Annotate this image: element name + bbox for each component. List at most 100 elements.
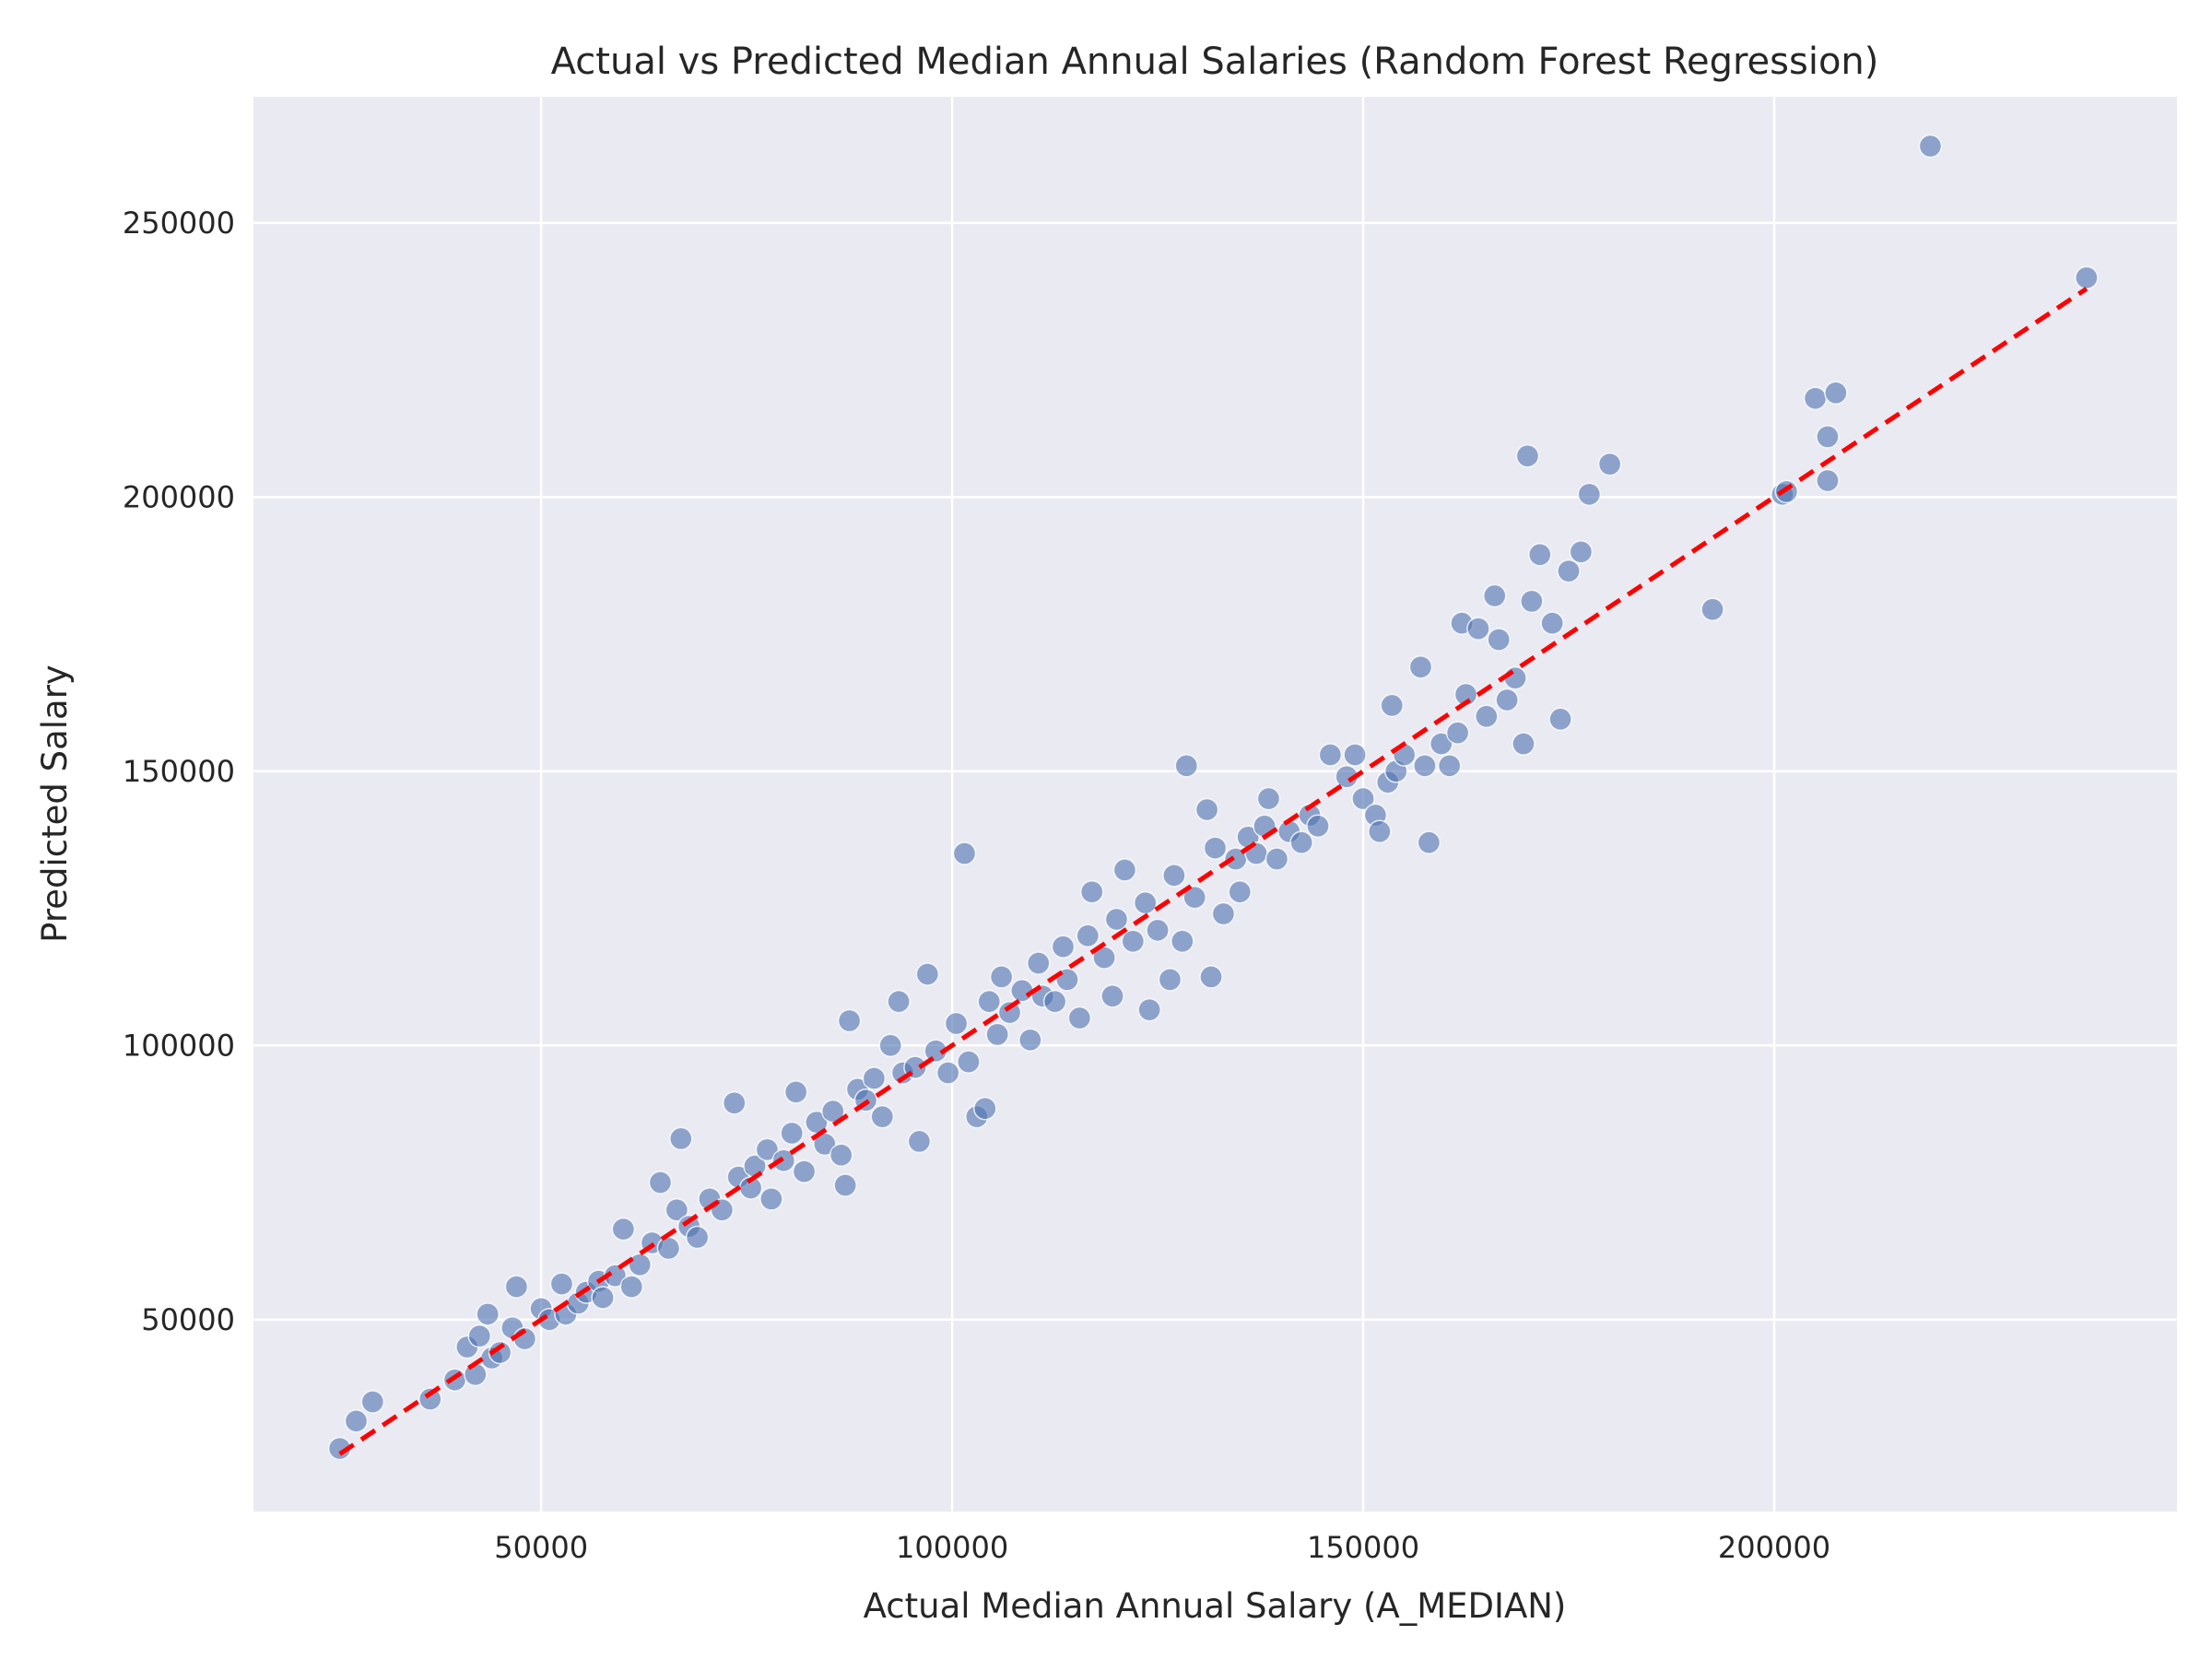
x-axis-label: Actual Median Annual Salary (A_MEDIAN) [864, 1586, 1567, 1626]
data-point [656, 1236, 681, 1261]
data-point [1520, 589, 1544, 614]
data-point [1512, 732, 1535, 756]
data-point [1174, 754, 1199, 778]
data-point [488, 1340, 512, 1365]
chart-title: Actual vs Predicted Median Annual Salari… [551, 41, 1879, 83]
data-point [973, 1096, 997, 1121]
data-point [591, 1286, 615, 1310]
data-point [1417, 830, 1441, 854]
data-point [985, 1022, 1009, 1047]
data-point [1700, 597, 1724, 622]
data-point [1171, 929, 1194, 953]
data-point [1466, 617, 1490, 641]
data-point [648, 1171, 673, 1194]
data-points [327, 134, 2099, 1461]
data-point [1318, 743, 1343, 767]
data-point [1368, 819, 1392, 843]
x-tick-label: 150000 [1307, 1530, 1419, 1565]
y-tick-labels: 50000 100000 150000 200000 250000 [123, 206, 235, 1337]
data-point [1816, 425, 1840, 449]
data-point [1577, 482, 1602, 507]
data-point [1133, 890, 1158, 915]
data-point [1408, 655, 1433, 679]
data-point [1042, 989, 1067, 1014]
data-point [504, 1275, 529, 1299]
data-point [723, 1091, 747, 1115]
data-point [944, 1011, 969, 1036]
data-point [935, 1061, 960, 1085]
data-point [1194, 797, 1219, 822]
data-point [837, 1008, 862, 1033]
data-point [628, 1253, 652, 1277]
data-point [1289, 830, 1313, 854]
data-point [829, 1143, 853, 1168]
data-point [780, 1121, 804, 1146]
data-point [1540, 611, 1564, 635]
data-point [1503, 665, 1527, 690]
data-point [783, 1080, 808, 1104]
x-tick-label: 50000 [494, 1530, 588, 1565]
y-tick-label: 250000 [123, 206, 235, 241]
data-point [1824, 381, 1848, 406]
data-point [1228, 879, 1253, 904]
y-tick-label: 50000 [141, 1302, 235, 1337]
data-point [1306, 814, 1330, 839]
data-point [989, 965, 1014, 989]
data-point [1079, 879, 1104, 904]
data-point [1158, 968, 1182, 992]
y-tick-label: 150000 [123, 754, 235, 789]
data-point [1816, 468, 1840, 493]
data-point [1430, 732, 1453, 756]
data-point [755, 1137, 780, 1162]
data-point [1137, 997, 1161, 1022]
data-point [1018, 1028, 1042, 1053]
data-point [665, 1198, 689, 1222]
data-point [997, 1000, 1022, 1025]
data-point [685, 1225, 710, 1250]
data-point [862, 1066, 887, 1090]
x-tick-label: 200000 [1718, 1530, 1830, 1565]
data-point [1199, 965, 1223, 989]
data-point [1380, 693, 1405, 718]
data-point [1528, 543, 1552, 567]
y-tick-label: 100000 [123, 1028, 235, 1063]
data-point [1026, 951, 1051, 975]
data-point [1487, 628, 1511, 652]
data-point [344, 1409, 369, 1433]
data-point [1482, 583, 1507, 608]
x-tick-label: 100000 [896, 1530, 1008, 1565]
data-point [1453, 682, 1478, 707]
data-point [1918, 134, 1943, 159]
data-point [418, 1387, 442, 1411]
data-point [611, 1217, 636, 1241]
data-point [878, 1033, 902, 1058]
data-point [1121, 929, 1146, 953]
data-point [1211, 901, 1236, 926]
data-point [907, 1129, 932, 1154]
data-point [887, 989, 911, 1014]
data-point [1146, 918, 1170, 943]
data-point [619, 1275, 644, 1299]
data-point [1495, 688, 1519, 712]
data-point [1475, 704, 1499, 729]
data-point [1515, 443, 1540, 468]
data-point [1597, 452, 1622, 477]
y-tick-label: 200000 [123, 479, 235, 514]
data-point [1445, 721, 1470, 745]
data-point [1182, 885, 1206, 910]
x-tick-labels: 50000 100000 150000 200000 [494, 1530, 1830, 1565]
data-point [1548, 707, 1572, 732]
data-point [549, 1272, 574, 1296]
data-point [1413, 754, 1437, 778]
data-point [759, 1187, 783, 1211]
data-point [1351, 786, 1375, 811]
data-point [1104, 907, 1129, 932]
data-point [464, 1362, 488, 1387]
data-point [1803, 386, 1828, 410]
data-point [1557, 559, 1581, 583]
data-point [915, 962, 940, 986]
reference-line [338, 287, 2088, 1456]
data-point [1343, 743, 1367, 767]
data-point [476, 1302, 500, 1326]
y-axis-label: Predicted Salary [35, 665, 75, 943]
